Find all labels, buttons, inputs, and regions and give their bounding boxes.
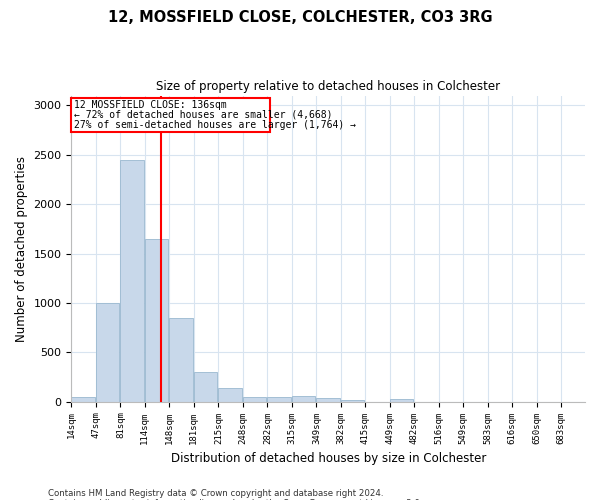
Bar [341, 400, 364, 402]
Text: Contains HM Land Registry data © Crown copyright and database right 2024.: Contains HM Land Registry data © Crown c… [48, 488, 383, 498]
Bar [71, 98, 269, 132]
Bar [268, 397, 291, 402]
Text: 12 MOSSFIELD CLOSE: 136sqm: 12 MOSSFIELD CLOSE: 136sqm [74, 100, 227, 110]
Text: ← 72% of detached houses are smaller (4,668): ← 72% of detached houses are smaller (4,… [74, 110, 333, 120]
Text: Contains public sector information licensed under the Open Government Licence v3: Contains public sector information licen… [48, 498, 422, 500]
Text: 27% of semi-detached houses are larger (1,764) →: 27% of semi-detached houses are larger (… [74, 120, 356, 130]
Text: 12, MOSSFIELD CLOSE, COLCHESTER, CO3 3RG: 12, MOSSFIELD CLOSE, COLCHESTER, CO3 3RG [107, 10, 493, 25]
Bar [71, 397, 95, 402]
Bar [169, 318, 193, 402]
Bar [95, 303, 119, 402]
Bar [242, 397, 266, 402]
X-axis label: Distribution of detached houses by size in Colchester: Distribution of detached houses by size … [170, 452, 486, 465]
Bar [389, 398, 413, 402]
Bar [316, 398, 340, 402]
Bar [145, 238, 169, 402]
Bar [292, 396, 316, 402]
Y-axis label: Number of detached properties: Number of detached properties [15, 156, 28, 342]
Bar [121, 160, 144, 402]
Title: Size of property relative to detached houses in Colchester: Size of property relative to detached ho… [156, 80, 500, 93]
Bar [194, 372, 217, 402]
Bar [218, 388, 242, 402]
